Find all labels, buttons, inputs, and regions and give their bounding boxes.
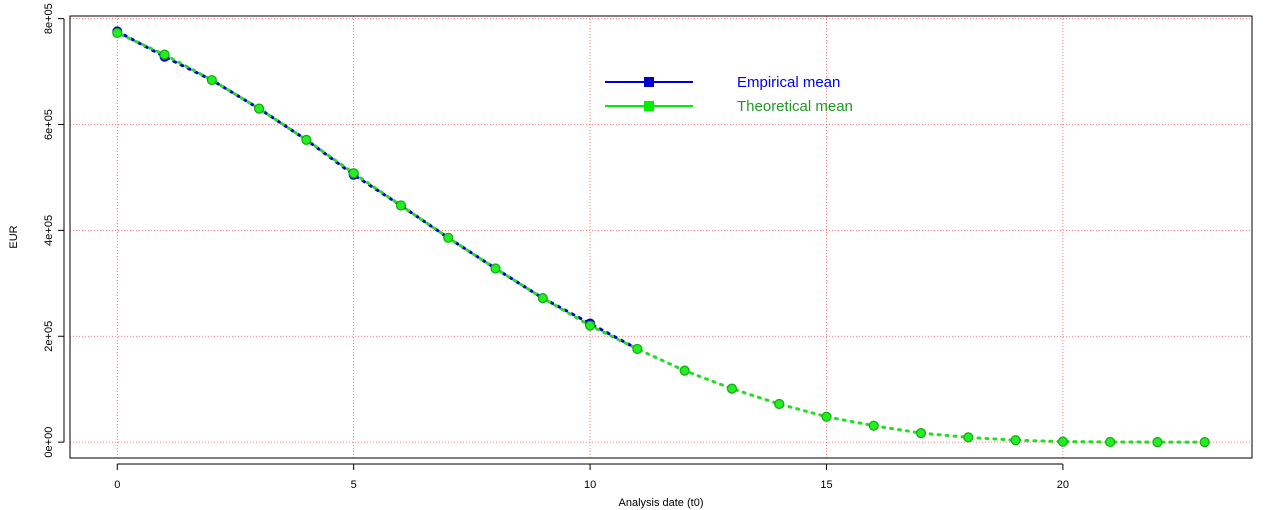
legend-item-empirical: Empirical mean: [605, 74, 840, 91]
point-theoretical-mean: [915, 428, 927, 439]
point-theoretical-mean: [348, 168, 359, 179]
legend-swatch-marker-theoretical: [644, 101, 654, 111]
point-theoretical-mean: [443, 232, 454, 243]
point-theoretical-mean: [159, 49, 170, 60]
point-theoretical-mean: [1152, 436, 1163, 448]
point-theoretical-mean: [254, 103, 265, 114]
point-theoretical-mean: [963, 432, 974, 443]
series-lines: [115, 29, 1207, 444]
grid-lines: [70, 16, 1252, 458]
legend-item-theoretical: Theoretical mean: [605, 98, 853, 115]
point-theoretical-mean: [632, 343, 643, 355]
series-line-theoretical-mean: [115, 31, 1207, 444]
legend: Empirical mean Theoretical mean: [605, 74, 853, 115]
point-theoretical-mean: [1199, 437, 1210, 448]
x-tick-label: 15: [820, 479, 832, 491]
series-line-empirical-mean: [115, 29, 639, 351]
x-tick-label: 5: [351, 479, 357, 491]
series-points: [112, 26, 1210, 448]
y-axis-title: EUR: [8, 225, 20, 248]
plot-frame: [69, 15, 1253, 459]
y-tick-label: 4e+05: [43, 215, 55, 246]
point-theoretical-mean: [726, 383, 738, 394]
legend-swatch-marker-empirical: [644, 77, 654, 87]
point-theoretical-mean: [679, 365, 690, 376]
point-theoretical-mean: [774, 398, 785, 410]
point-theoretical-mean: [395, 200, 407, 211]
point-theoretical-mean: [1105, 436, 1116, 448]
legend-label-empirical: Empirical mean: [737, 74, 840, 91]
point-theoretical-mean: [301, 134, 312, 145]
x-axis-title: Analysis date (t0): [619, 497, 704, 509]
x-tick-label: 20: [1057, 479, 1069, 491]
point-theoretical-mean: [1057, 436, 1068, 447]
y-tick-label: 2e+05: [43, 321, 55, 352]
y-tick-label: 6e+05: [43, 109, 55, 140]
point-theoretical-mean: [206, 74, 217, 86]
x-axis: 0 5 10 15 20: [114, 463, 1069, 491]
point-theoretical-mean: [821, 411, 832, 422]
x-tick-label: 0: [114, 479, 120, 491]
point-theoretical-mean: [537, 293, 548, 304]
y-tick-label: 8e+05: [43, 3, 55, 34]
point-theoretical-mean: [490, 263, 501, 274]
point-theoretical-mean: [1010, 435, 1021, 446]
legend-label-theoretical: Theoretical mean: [737, 98, 853, 115]
point-theoretical-mean: [584, 320, 596, 331]
y-tick-label: 0e+00: [43, 427, 55, 458]
y-axis: 0e+00 2e+05 4e+05 6e+05 8e+05: [43, 3, 65, 458]
point-theoretical-mean: [868, 420, 879, 431]
point-theoretical-mean: [112, 27, 123, 39]
x-tick-label: 10: [584, 479, 596, 491]
